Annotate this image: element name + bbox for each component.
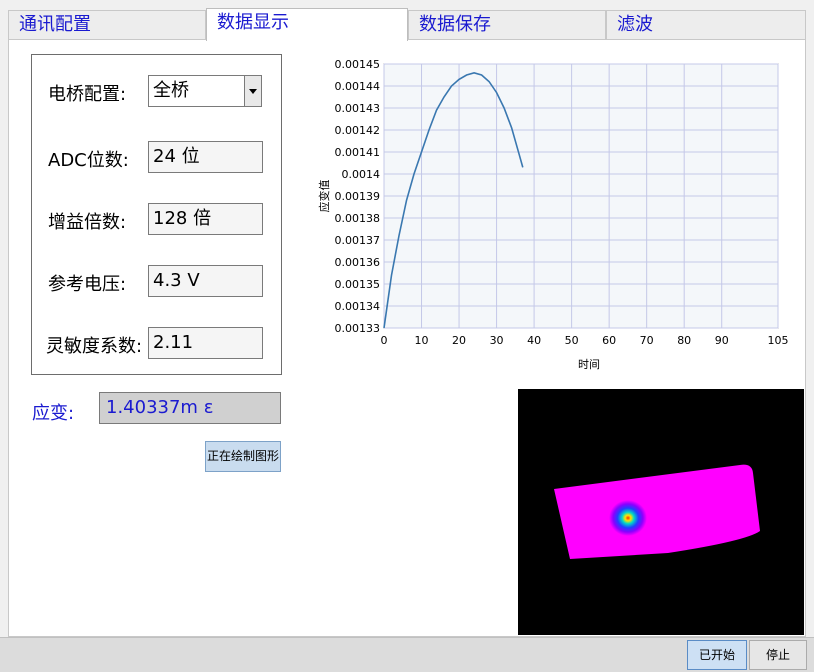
- x-tick-label: 70: [640, 334, 654, 347]
- adc-bits-label: ADC位数:: [48, 150, 129, 171]
- y-tick-label: 0.00133: [335, 322, 381, 335]
- x-tick-label: 0: [381, 334, 388, 347]
- status-bar: [0, 637, 814, 672]
- strain-label: 应变:: [32, 403, 75, 424]
- start-button[interactable]: 已开始: [687, 640, 747, 670]
- x-tick-label: 105: [768, 334, 789, 347]
- stop-button[interactable]: 停止: [749, 640, 807, 670]
- data-display-panel: 电桥配置: 全桥 ADC位数: 24 位 增益倍数: 128 倍 参考电压: 4…: [8, 39, 806, 637]
- x-tick-label: 50: [565, 334, 579, 347]
- y-tick-label: 0.00145: [335, 58, 381, 71]
- y-tick-label: 0.00134: [335, 300, 381, 313]
- strain-chart: 0.00133 0.00134 0.00135 0.00136 0.00137 0.001…: [317, 58, 789, 371]
- y-tick-label: 0.00137: [335, 234, 381, 247]
- y-tick-label: 0.00141: [335, 146, 381, 159]
- y-tick-label: 0.00135: [335, 278, 381, 291]
- y-tick-label: 0.0014: [342, 168, 381, 181]
- y-tick-label: 0.00136: [335, 256, 381, 269]
- x-axis-label: 时间: [578, 358, 600, 371]
- gain-label: 增益倍数:: [48, 212, 127, 233]
- config-group: 电桥配置: 全桥 ADC位数: 24 位 增益倍数: 128 倍 参考电压: 4…: [31, 54, 282, 375]
- chevron-down-icon[interactable]: [244, 76, 261, 106]
- x-tick-label: 30: [490, 334, 504, 347]
- x-tick-label: 60: [602, 334, 616, 347]
- x-tick-label: 80: [677, 334, 691, 347]
- adc-bits-field[interactable]: 24 位: [148, 141, 263, 173]
- sensitivity-label: 灵敏度系数:: [46, 336, 143, 357]
- x-tick-label: 10: [415, 334, 429, 347]
- y-tick-label: 0.00143: [335, 102, 381, 115]
- ref-voltage-label: 参考电压:: [48, 274, 127, 295]
- x-tick-label: 20: [452, 334, 466, 347]
- x-tick-label: 40: [527, 334, 541, 347]
- tab-data-save[interactable]: 数据保存: [408, 10, 606, 40]
- y-tick-label: 0.00138: [335, 212, 381, 225]
- y-tick-label: 0.00142: [335, 124, 381, 137]
- bridge-config-select[interactable]: 全桥: [148, 75, 262, 107]
- tab-filter[interactable]: 滤波: [606, 10, 806, 40]
- tab-bar: 通讯配置 数据显示 数据保存 滤波: [8, 8, 806, 41]
- drawing-button[interactable]: 正在绘制图形: [205, 441, 281, 472]
- y-tick-label: 0.00144: [335, 80, 381, 93]
- y-tick-label: 0.00139: [335, 190, 381, 203]
- sensitivity-field[interactable]: 2.11: [148, 327, 263, 359]
- ref-voltage-field[interactable]: 4.3 V: [148, 265, 263, 297]
- gain-field[interactable]: 128 倍: [148, 203, 263, 235]
- bridge-config-value: 全桥: [153, 80, 189, 101]
- bridge-config-label: 电桥配置:: [48, 84, 127, 105]
- thermal-image: [518, 389, 804, 635]
- tab-data-display[interactable]: 数据显示: [206, 8, 408, 41]
- heatmap-region: [554, 464, 760, 559]
- heatmap-hotspot: [609, 500, 647, 536]
- tab-comm-config[interactable]: 通讯配置: [8, 10, 206, 40]
- series-line: [383, 71, 524, 329]
- strain-value: 1.40337m ε: [99, 392, 281, 424]
- y-axis-label: 应变值: [317, 180, 331, 213]
- heatmap-graphic: [554, 464, 760, 559]
- x-tick-label: 90: [715, 334, 729, 347]
